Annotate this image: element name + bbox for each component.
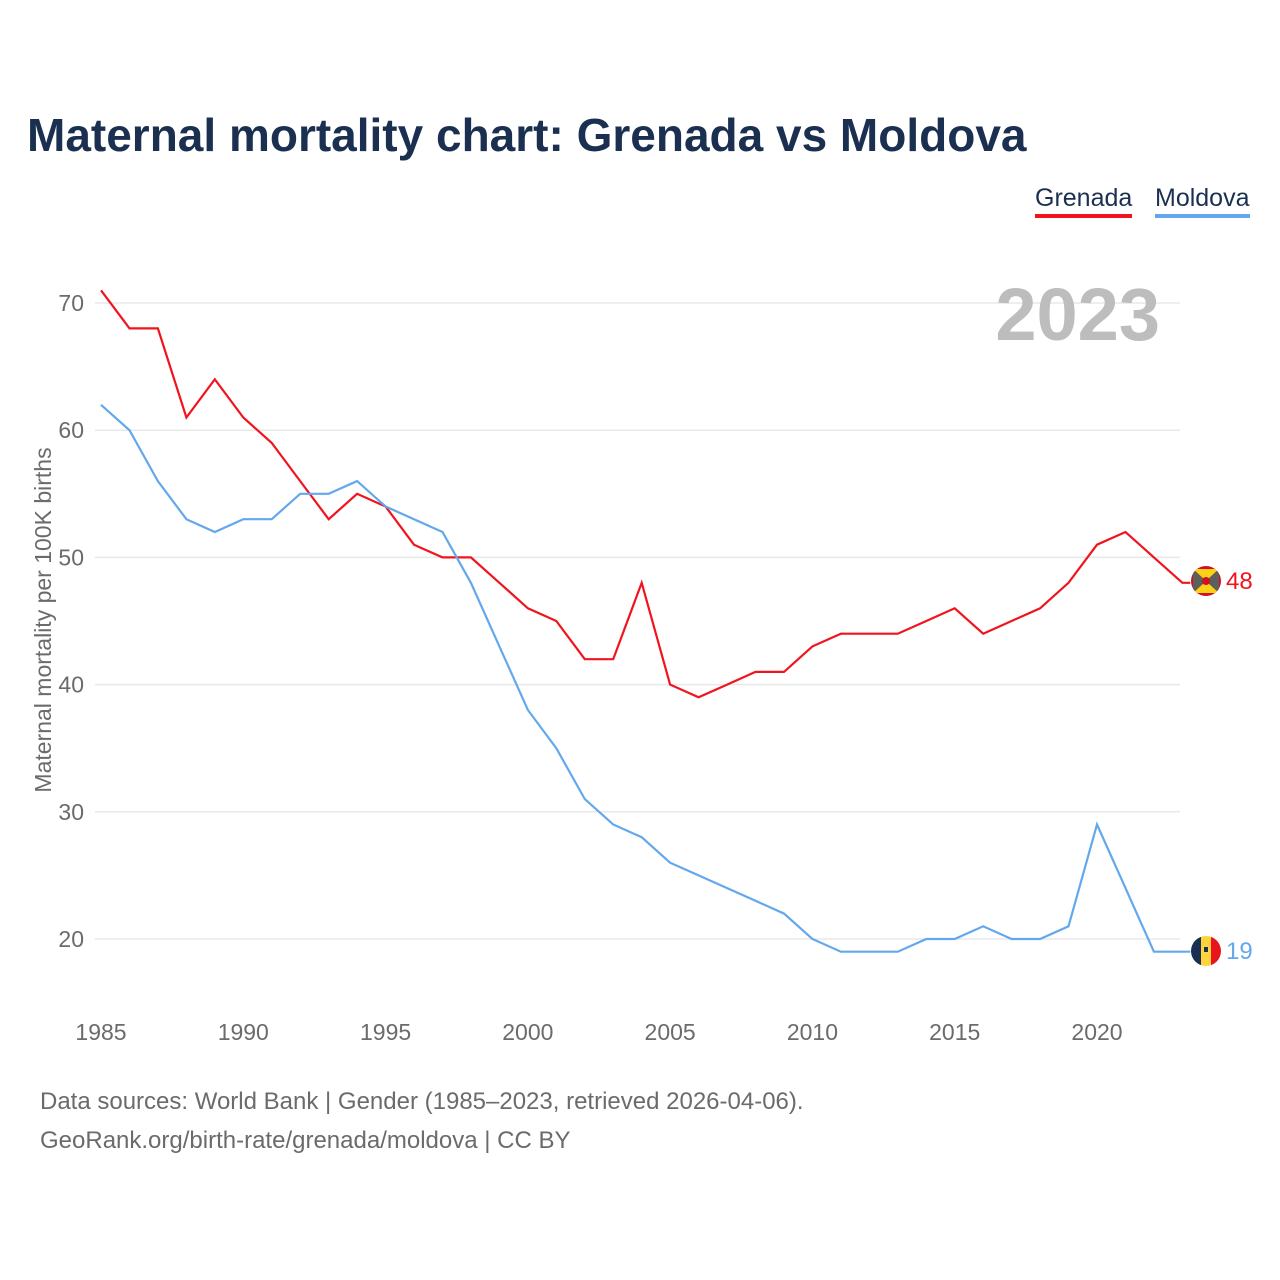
series-line-grenada	[100, 289, 1191, 699]
y-tick-label: 50	[58, 544, 84, 570]
y-tick-label: 20	[58, 926, 84, 952]
legend-grenada[interactable]: Grenada	[1035, 184, 1133, 218]
legend-moldova[interactable]: Moldova	[1155, 184, 1250, 218]
y-tick-label: 60	[58, 417, 84, 443]
y-tick-label: 70	[58, 290, 84, 316]
x-tick-label: 1990	[218, 1019, 269, 1045]
moldova-flag-icon	[1191, 936, 1221, 966]
y-tick-label: 30	[58, 799, 84, 825]
x-tick-label: 2000	[502, 1019, 553, 1045]
series-line-moldova	[100, 403, 1191, 953]
x-tick-label: 2020	[1071, 1019, 1122, 1045]
x-tick-label: 1985	[75, 1019, 126, 1045]
source-note: Data sources: World Bank | Gender (1985–…	[40, 1088, 804, 1115]
grenada-flag-icon	[1191, 566, 1221, 596]
x-tick-label: 1995	[360, 1019, 411, 1045]
x-tick-label: 2010	[787, 1019, 838, 1045]
chart-title: Maternal mortality chart: Grenada vs Mol…	[27, 109, 1027, 161]
grenada-end-label: 48	[1226, 568, 1253, 595]
year-watermark: 2023	[995, 273, 1160, 356]
x-tick-label: 2005	[645, 1019, 696, 1045]
moldova-end-label: 19	[1226, 938, 1253, 965]
source-link[interactable]: GeoRank.org/birth-rate/grenada/moldova |…	[40, 1127, 571, 1154]
x-tick-label: 2015	[929, 1019, 980, 1045]
y-axis-label: Maternal mortality per 100K births	[30, 447, 56, 792]
y-tick-label: 40	[58, 672, 84, 698]
